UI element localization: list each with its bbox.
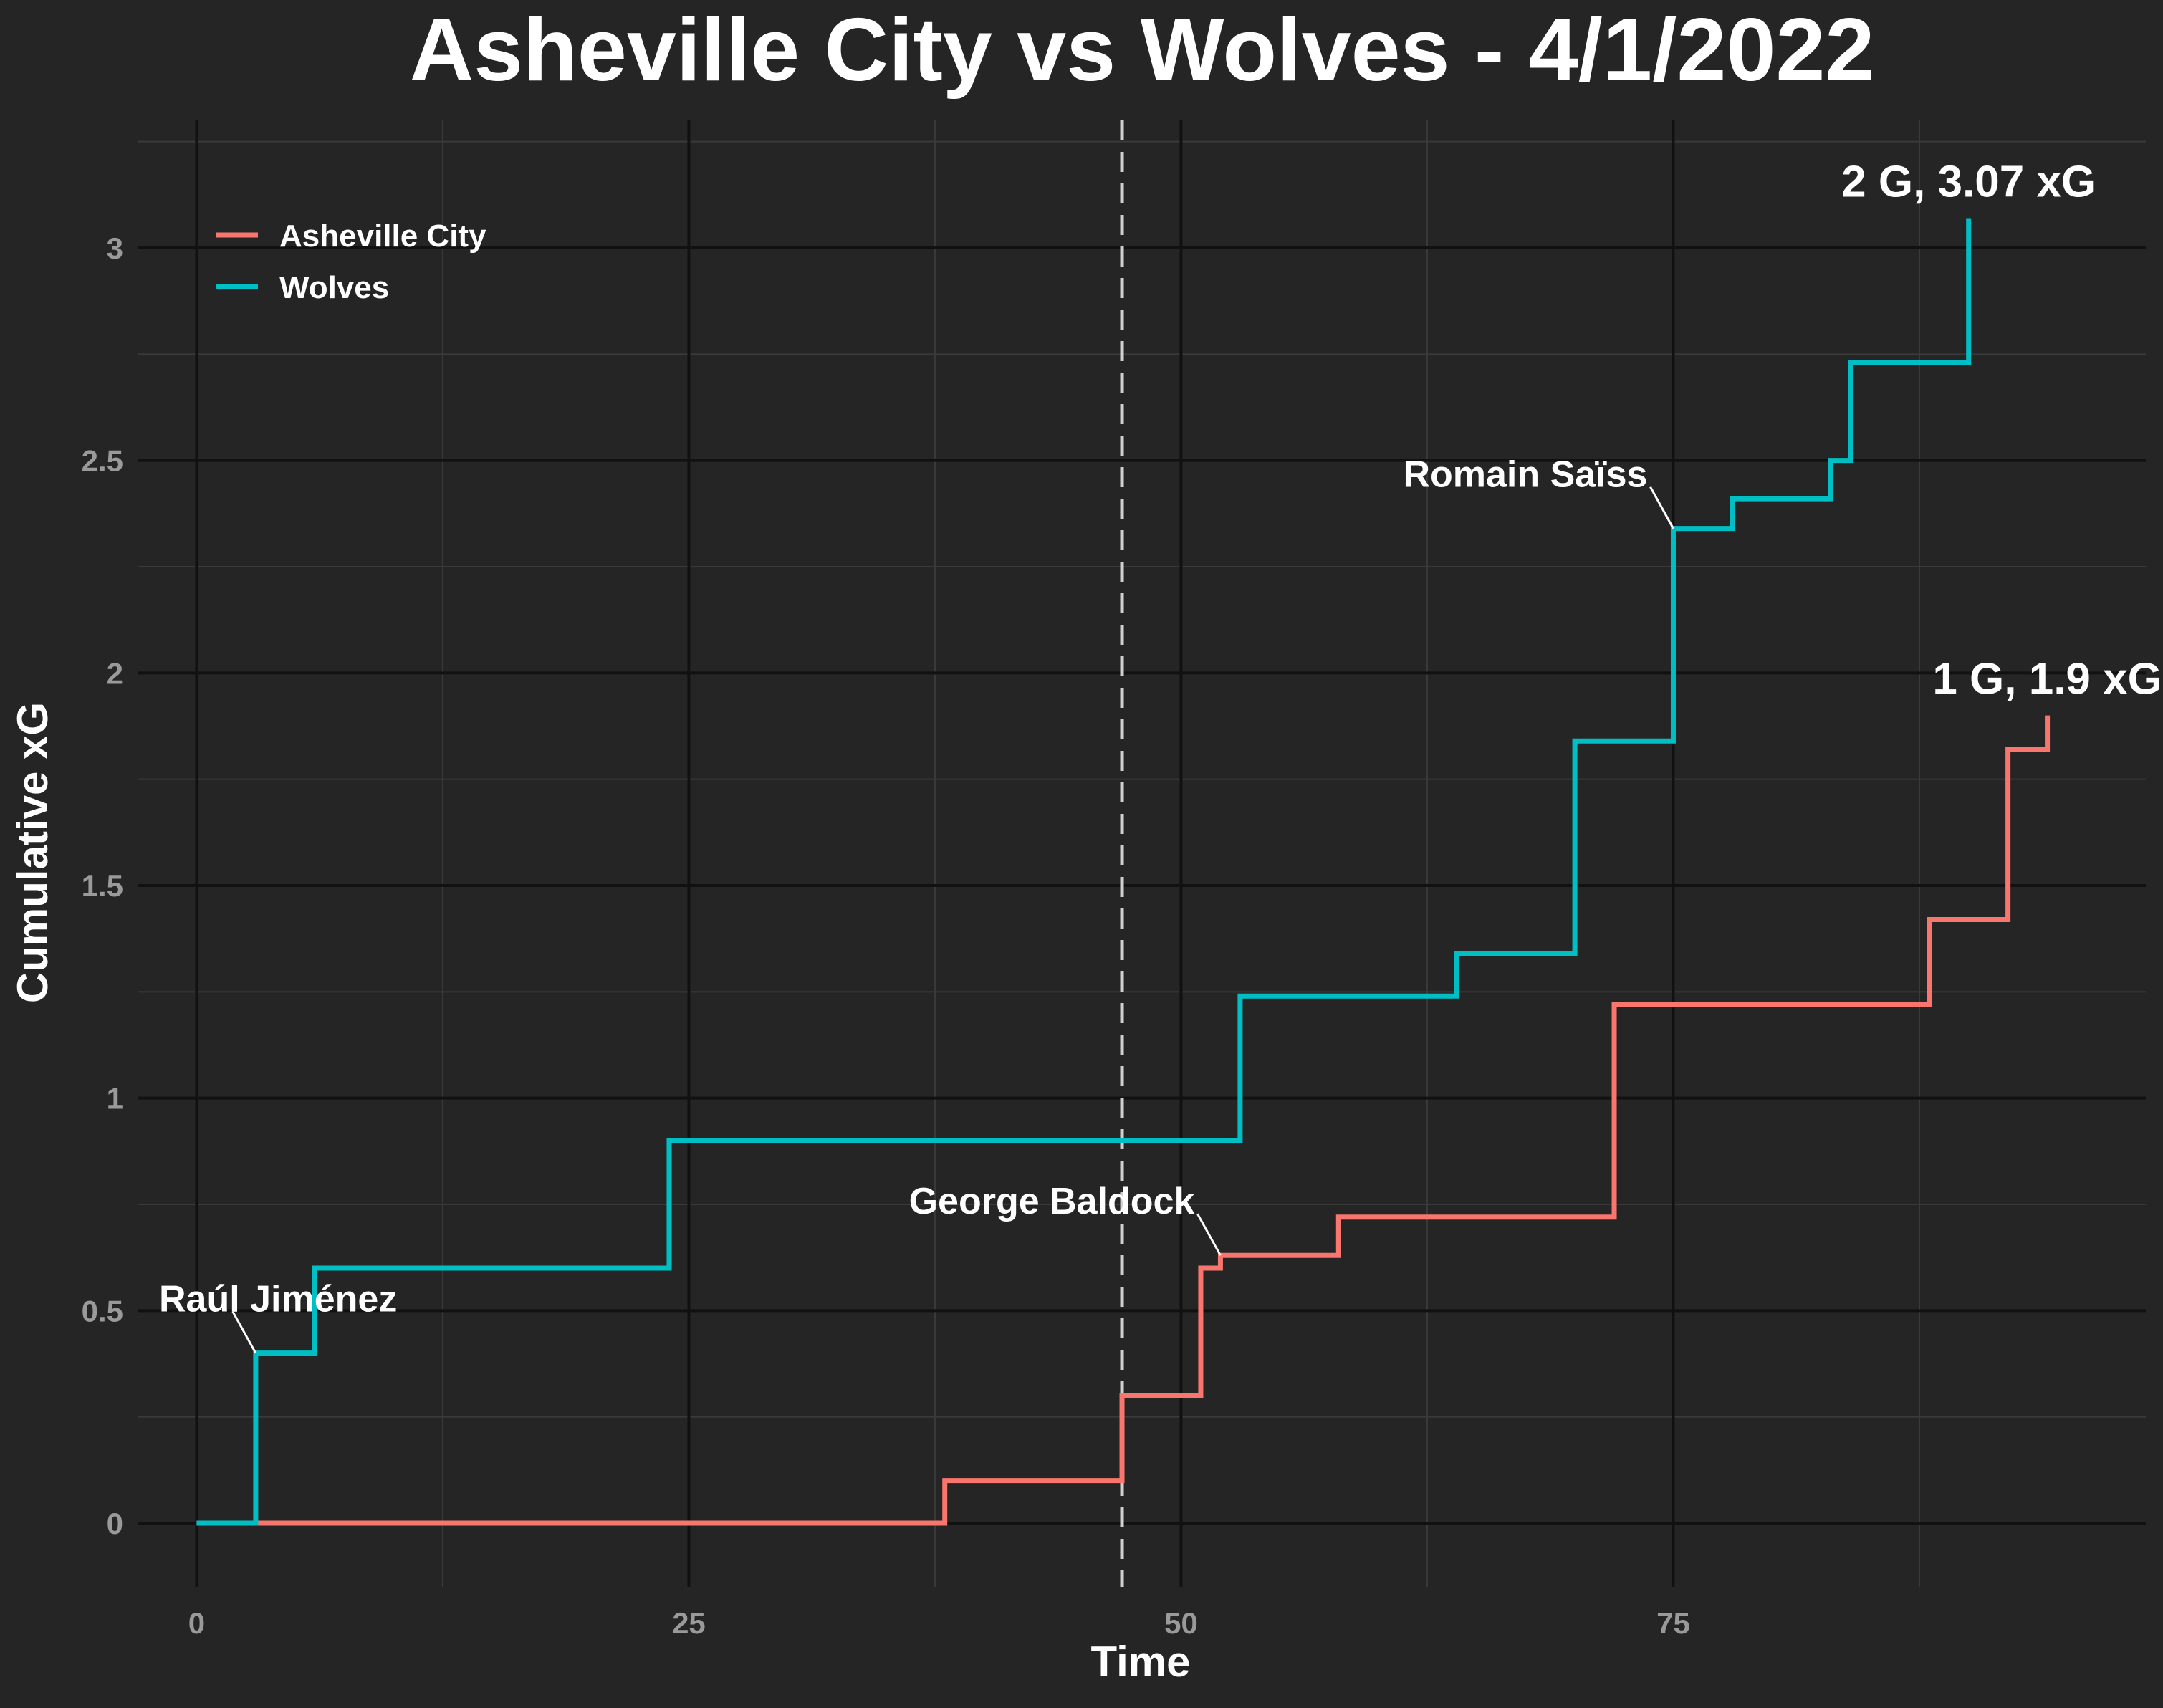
y-axis-title: Cumulative xG: [9, 702, 57, 1003]
x-tick-label: 50: [1164, 1606, 1198, 1640]
series-line-wolves: [196, 218, 1972, 1526]
y-tick-label: 0: [107, 1507, 123, 1540]
legend-label-wolves: Wolves: [279, 270, 389, 305]
annotation-layer: 1 G, 1.9 xG George Baldock 2 G, 3.07 xG Raú…: [159, 157, 2162, 1354]
goal-annotation-leader: [1196, 1213, 1222, 1256]
x-tick-label: 25: [672, 1606, 706, 1640]
y-axis-ticks: 0 0.5 1 1.5 2 2.5 3: [82, 231, 123, 1540]
y-tick-label: 2.5: [82, 444, 123, 478]
minor-gridlines: [138, 120, 2146, 1587]
goal-annotation-label: Romain Saïss: [1403, 454, 1647, 496]
goal-annotation-leader: [1649, 486, 1674, 529]
series-end-label: 2 G, 3.07 xG: [1841, 157, 2096, 206]
series-end-label: 1 G, 1.9 xG: [1932, 655, 2162, 704]
x-tick-label: 0: [188, 1606, 205, 1640]
series-layer: [196, 218, 2051, 1526]
goal-annotation-label: George Baldock: [909, 1181, 1195, 1222]
chart-title: Asheville City vs Wolves - 4/1/2022: [410, 1, 1875, 100]
y-tick-label: 2: [107, 656, 123, 690]
goal-annotation-label: Raúl Jiménez: [159, 1279, 397, 1320]
y-tick-label: 0.5: [82, 1294, 123, 1328]
y-tick-label: 1.5: [82, 869, 123, 903]
legend-label-asheville: Asheville City: [279, 219, 486, 254]
y-tick-label: 3: [107, 231, 123, 265]
series-line-asheville-city: [196, 715, 2051, 1526]
legend: Asheville City Wolves: [216, 219, 486, 305]
goal-annotation-leader: [231, 1310, 257, 1354]
major-gridlines: [138, 120, 2146, 1587]
x-axis-ticks: 0 25 50 75: [188, 1606, 1690, 1640]
x-axis-title: Time: [1091, 1638, 1191, 1686]
x-tick-label: 75: [1656, 1606, 1690, 1640]
y-tick-label: 1: [107, 1082, 123, 1116]
